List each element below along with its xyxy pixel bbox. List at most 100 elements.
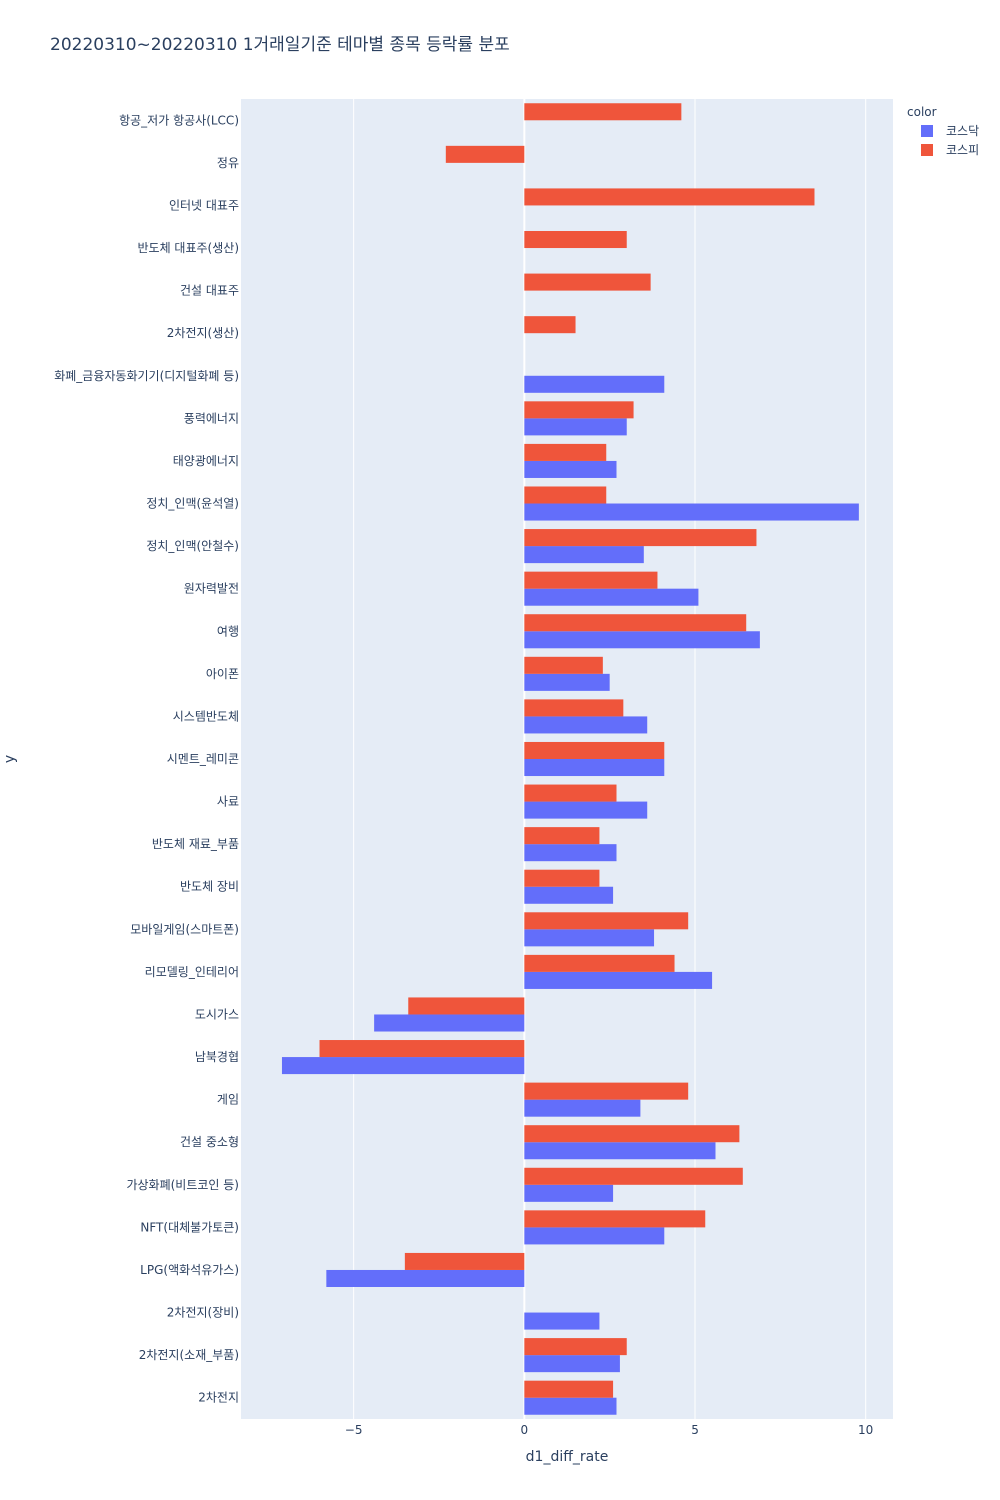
bar[interactable]: [404, 1252, 525, 1270]
bar[interactable]: [524, 571, 658, 589]
bar[interactable]: [524, 827, 600, 845]
y-tick-label: 풍력에너지: [184, 411, 239, 425]
y-tick-label: 반도체 대표주(생산): [138, 241, 240, 255]
y-tick-label: 게임: [217, 1093, 239, 1107]
x-tick-label: 5: [691, 1423, 699, 1437]
y-tick-label: 항공_저가 항공사(LCC): [119, 113, 239, 127]
bar[interactable]: [524, 912, 689, 930]
bar[interactable]: [524, 588, 699, 606]
y-tick-label: 화폐_금융자동화기기(디지털화폐 등): [54, 369, 239, 383]
bar[interactable]: [524, 741, 665, 759]
y-tick-label: 가상화폐(비트코인 등): [126, 1178, 239, 1192]
bar[interactable]: [445, 145, 525, 163]
bar[interactable]: [524, 273, 651, 291]
legend-label[interactable]: 코스닥: [946, 124, 979, 138]
y-tick-label: 2차전지(소재_부품): [139, 1348, 239, 1362]
y-tick-label: 건설 중소형: [180, 1135, 239, 1149]
bar[interactable]: [374, 1014, 525, 1032]
bar[interactable]: [524, 401, 634, 419]
legend-swatch[interactable]: [921, 144, 933, 156]
y-tick-label: 아이폰: [206, 667, 239, 681]
y-tick-label: 태양광에너지: [173, 454, 239, 468]
bar[interactable]: [524, 971, 713, 989]
bar[interactable]: [524, 231, 627, 249]
bar[interactable]: [524, 503, 859, 521]
bar[interactable]: [524, 869, 600, 887]
bar[interactable]: [524, 1125, 740, 1143]
bar[interactable]: [524, 1397, 617, 1415]
bar[interactable]: [524, 886, 614, 904]
bar[interactable]: [524, 1184, 614, 1202]
chart-title: 20220310~20220310 1거래일기준 테마별 종목 등락률 분포: [50, 35, 510, 55]
bar[interactable]: [524, 954, 675, 972]
bar[interactable]: [524, 716, 648, 734]
y-tick-label: 정유: [217, 156, 239, 170]
y-tick-label: 원자력발전: [184, 582, 239, 596]
x-axis-title: d1_diff_rate: [526, 1449, 609, 1465]
bar[interactable]: [524, 699, 624, 717]
legend-label[interactable]: 코스피: [946, 143, 979, 157]
bar[interactable]: [524, 1355, 620, 1373]
legend-title: color: [907, 105, 937, 119]
bar[interactable]: [524, 1338, 627, 1356]
bar[interactable]: [524, 614, 747, 632]
bar[interactable]: [524, 656, 603, 674]
bar[interactable]: [319, 1040, 525, 1058]
y-tick-label: 리모델링_인테리어: [145, 965, 239, 979]
bar[interactable]: [524, 443, 607, 461]
x-tick-label: −5: [345, 1423, 363, 1437]
bar[interactable]: [326, 1269, 525, 1287]
bar[interactable]: [524, 1099, 641, 1117]
y-tick-label: 반도체 재료_부품: [152, 837, 239, 851]
y-tick-label: 2차전지: [198, 1391, 239, 1405]
bar[interactable]: [524, 529, 757, 547]
y-tick-label: 시스템반도체: [173, 709, 239, 723]
bar[interactable]: [524, 103, 682, 121]
bar[interactable]: [524, 1142, 716, 1160]
bar[interactable]: [524, 1227, 665, 1245]
y-axis-title: y: [2, 755, 18, 763]
y-tick-label: 정치_인맥(윤석열): [146, 497, 239, 511]
bar[interactable]: [524, 631, 760, 649]
bar[interactable]: [524, 486, 607, 504]
bar[interactable]: [524, 460, 617, 478]
y-tick-label: 사료: [217, 795, 239, 809]
y-tick-label: 2차전지(장비): [167, 1306, 239, 1320]
bar[interactable]: [524, 801, 648, 819]
x-tick-label: 0: [521, 1423, 529, 1437]
y-tick-label: 여행: [217, 623, 239, 638]
legend-swatch[interactable]: [921, 125, 933, 137]
y-tick-label: 모바일게임(스마트폰): [130, 922, 239, 936]
bar[interactable]: [524, 784, 617, 802]
y-tick-label: NFT(대체불가토큰): [140, 1220, 239, 1234]
x-tick-label: 10: [858, 1423, 873, 1437]
bar[interactable]: [524, 375, 665, 393]
y-tick-label: 건설 대표주: [180, 284, 239, 298]
y-tick-label: 인터넷 대표주: [169, 198, 239, 212]
y-tick-label: 정치_인맥(안철수): [146, 539, 239, 553]
bar[interactable]: [524, 1082, 689, 1100]
bar[interactable]: [524, 1210, 706, 1228]
bar[interactable]: [281, 1057, 525, 1075]
bar[interactable]: [524, 1312, 600, 1330]
y-tick-label: 반도체 장비: [180, 880, 239, 894]
bar[interactable]: [524, 673, 610, 691]
bar[interactable]: [524, 844, 617, 862]
bar[interactable]: [524, 418, 627, 436]
bar[interactable]: [524, 929, 655, 947]
bar[interactable]: [524, 1167, 743, 1185]
x-axis-ticks: −5 0 5 10: [345, 1423, 874, 1437]
y-tick-label: LPG(액화석유가스): [140, 1263, 239, 1277]
bar[interactable]: [524, 316, 576, 334]
bar[interactable]: [408, 997, 525, 1015]
bar[interactable]: [524, 188, 815, 206]
bar[interactable]: [524, 759, 665, 777]
bar[interactable]: [524, 546, 644, 564]
y-tick-label: 도시가스: [195, 1007, 239, 1021]
bar[interactable]: [524, 1380, 614, 1398]
y-tick-label: 남북경협: [195, 1050, 239, 1064]
